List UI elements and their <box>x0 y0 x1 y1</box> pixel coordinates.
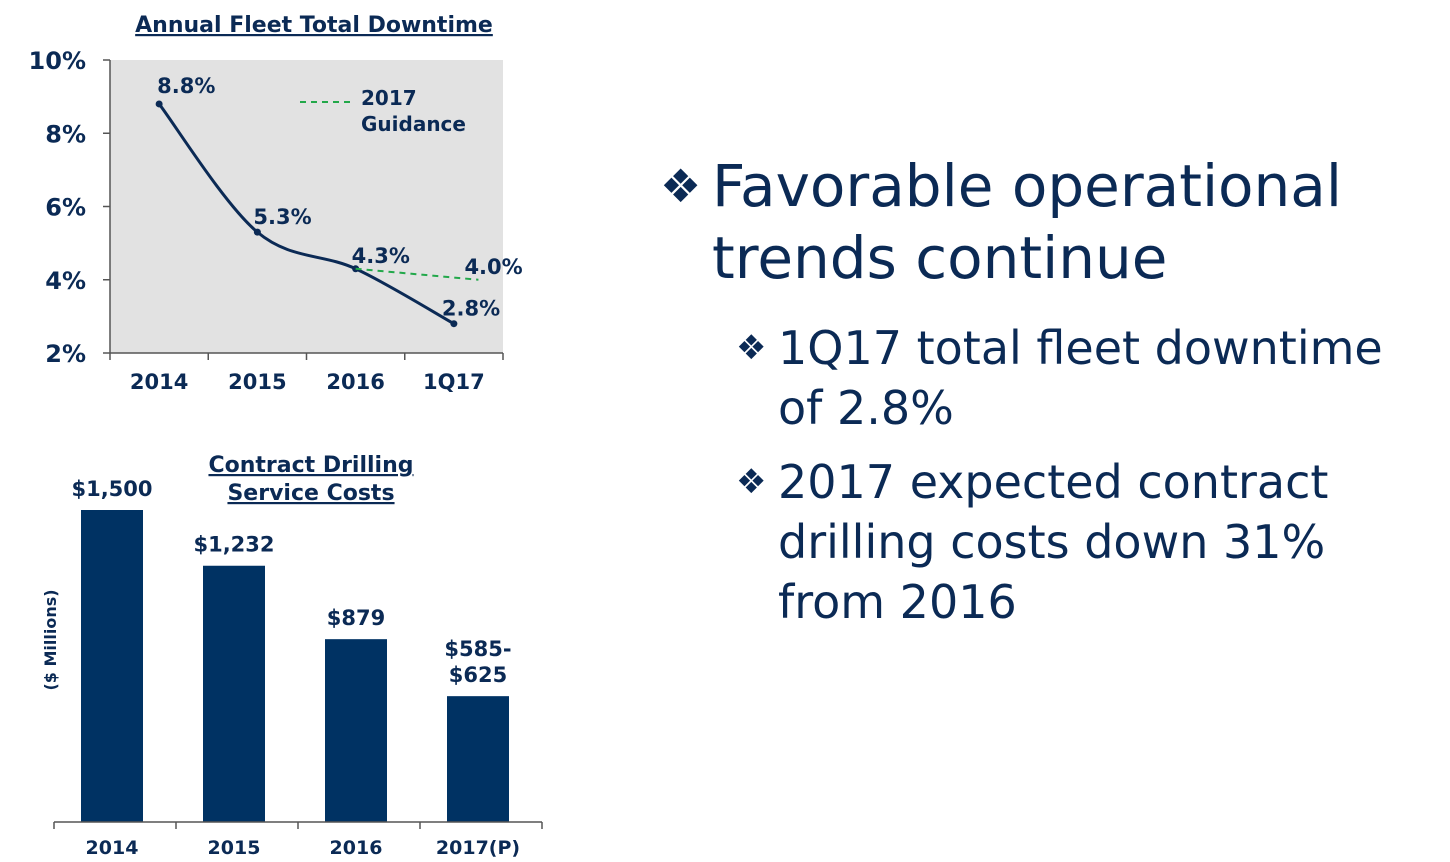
downtime-point <box>253 228 261 236</box>
cost-data-label: $879 <box>327 606 385 630</box>
cost-data-label: $585- <box>444 637 511 661</box>
costs-title-line: Service Costs <box>227 481 394 506</box>
cost-bar <box>325 639 387 822</box>
downtime-guidance: 4.0% <box>355 255 523 281</box>
diamond-bullet-icon: ❖ <box>736 328 767 368</box>
costs-x-tick-label: 2015 <box>208 837 261 859</box>
y-tick-label: 10% <box>29 47 86 75</box>
downtime-line <box>157 103 455 326</box>
guidance-line <box>355 267 479 281</box>
costs-x-tick-label: 2014 <box>86 837 139 859</box>
x-tick-label: 2015 <box>228 370 286 394</box>
sub-bullet-downtime: ❖ 1Q17 total fleet downtime of 2.8% <box>660 318 1450 438</box>
main-bullet-line: trends continue <box>712 224 1168 292</box>
sub-bullet-line: from 2016 <box>778 575 1017 629</box>
x-tick-label: 1Q17 <box>423 370 485 394</box>
cost-bar <box>447 696 509 822</box>
legend-label: Guidance <box>361 112 466 136</box>
costs-axis: 2014 2015 2016 2017(P) <box>53 821 543 859</box>
downtime-chart-title: Annual Fleet Total Downtime <box>135 13 493 38</box>
downtime-plot-area <box>110 60 503 353</box>
diamond-bullet-icon: ❖ <box>660 159 702 213</box>
y-tick-label: 8% <box>45 120 86 148</box>
y-tick-label: 2% <box>45 340 86 368</box>
cost-bar <box>81 510 143 822</box>
main-bullet: ❖ Favorable operational trends continue <box>660 150 1450 294</box>
diamond-bullet-icon: ❖ <box>736 462 767 502</box>
costs-title-line: Contract Drilling <box>208 453 413 478</box>
costs-chart: Contract Drilling Service Costs ($ Millio… <box>41 453 543 859</box>
downtime-series: 8.8% 5.3% 4.3% 2.8% <box>155 74 500 328</box>
main-bullet-line: Favorable operational <box>712 152 1342 220</box>
downtime-axes: 2% 4% 6% 8% 10% 2014 2015 2016 1Q17 <box>29 47 504 394</box>
y-tick-label: 4% <box>45 267 86 295</box>
downtime-point <box>450 320 458 328</box>
downtime-data-label: 8.8% <box>157 74 215 98</box>
downtime-chart: Annual Fleet Total Downtime 2%4%6%8%10%2… <box>29 13 523 394</box>
downtime-point <box>155 100 163 108</box>
downtime-data-label: 2.8% <box>442 297 500 321</box>
costs-ylabel: ($ Millions) <box>41 589 60 690</box>
sub-bullet-line: drilling costs down 31% <box>778 515 1326 569</box>
guidance-data-label: 4.0% <box>464 255 522 279</box>
legend-label: 2017 <box>361 86 417 110</box>
sub-bullet-line: of 2.8% <box>778 381 954 435</box>
sub-bullet-line: 1Q17 total fleet downtime <box>778 321 1383 375</box>
sub-bullet-costs: ❖ 2017 expected contract drilling costs … <box>660 452 1450 632</box>
x-tick-label: 2014 <box>130 370 188 394</box>
costs-x-tick-label: 2016 <box>330 837 383 859</box>
costs-chart-title: Contract Drilling Service Costs <box>208 453 413 506</box>
cost-data-label: $625 <box>449 663 507 687</box>
costs-x-tick-label: 2017(P) <box>436 837 520 859</box>
cost-data-label: $1,232 <box>193 533 274 557</box>
downtime-data-label: 4.3% <box>352 244 410 268</box>
x-tick-label: 2016 <box>326 370 384 394</box>
cost-data-label: $1,500 <box>71 477 152 501</box>
y-tick-label: 6% <box>45 194 86 222</box>
sub-bullet-line: 2017 expected contract <box>778 455 1329 509</box>
downtime-data-label: 5.3% <box>253 205 311 229</box>
costs-bars: $1,500 $1,232 $879 $585-$625 <box>71 477 512 822</box>
bullet-list: ❖ Favorable operational trends continue … <box>660 150 1450 632</box>
cost-bar <box>203 565 265 822</box>
